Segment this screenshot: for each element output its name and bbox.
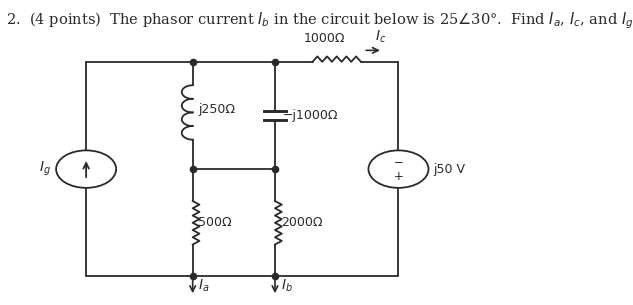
- Text: +: +: [394, 170, 403, 183]
- Text: 2.  (4 points)  The phasor current $I_b$ in the circuit below is 25$\angle$30°. : 2. (4 points) The phasor current $I_b$ i…: [6, 10, 633, 31]
- Text: −j1000Ω: −j1000Ω: [282, 109, 338, 122]
- Text: $I_g$: $I_g$: [39, 160, 51, 178]
- Text: 500Ω: 500Ω: [199, 216, 232, 229]
- Text: j250Ω: j250Ω: [199, 103, 235, 116]
- Text: 1000Ω: 1000Ω: [304, 32, 346, 45]
- Text: 2000Ω: 2000Ω: [281, 216, 322, 229]
- Text: −: −: [394, 156, 403, 168]
- Text: $I_b$: $I_b$: [281, 277, 292, 294]
- Text: j50 V: j50 V: [434, 163, 465, 176]
- Text: $I_a$: $I_a$: [199, 277, 210, 294]
- Text: $I_c$: $I_c$: [375, 29, 387, 45]
